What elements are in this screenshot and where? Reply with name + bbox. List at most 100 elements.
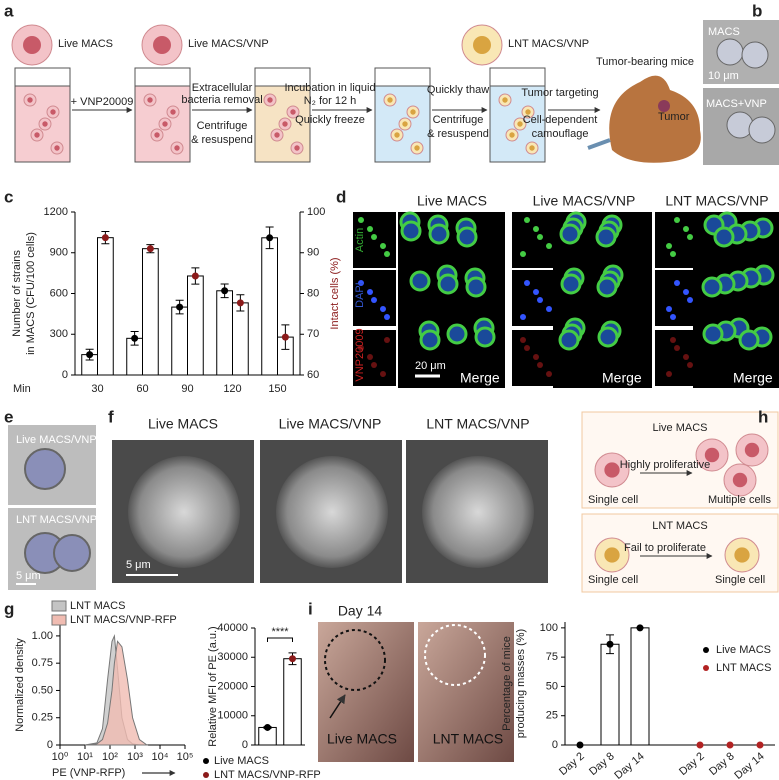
x-tick-label: 10⁰ xyxy=(52,751,69,763)
cell-image xyxy=(683,289,689,295)
label: Merge xyxy=(602,370,642,386)
annotation: **** xyxy=(271,626,289,638)
y-tick-label: 75 xyxy=(546,651,558,663)
bar xyxy=(261,237,278,376)
y2-tick-label: 90 xyxy=(307,247,319,259)
y-tick-label: 0 xyxy=(47,739,53,751)
bar xyxy=(630,627,650,746)
label: Merge xyxy=(733,370,773,386)
bar xyxy=(600,643,620,746)
cell-image xyxy=(559,223,581,245)
bar xyxy=(216,290,233,376)
nucleus xyxy=(502,97,508,103)
x-tick-label: Day 2 xyxy=(677,750,707,778)
cell-image xyxy=(702,323,724,345)
label: Quickly thaw xyxy=(427,84,489,96)
cell-image xyxy=(670,337,676,343)
nucleus xyxy=(23,36,41,54)
cell-image xyxy=(533,226,539,232)
sem-cell xyxy=(276,456,388,568)
label: Multiple cells xyxy=(708,494,771,506)
title: LNT MACS/VNP xyxy=(426,416,529,432)
cell-image xyxy=(533,354,539,360)
label: MACS+VNP xyxy=(706,98,767,110)
data-point xyxy=(266,234,274,242)
data-point xyxy=(86,351,94,359)
cell-image xyxy=(524,345,530,351)
cell-image xyxy=(687,297,693,303)
cell-image xyxy=(533,289,539,295)
nucleus xyxy=(387,97,393,103)
label: Quickly freeze xyxy=(295,114,365,126)
title: Live MACS/VNP xyxy=(533,193,636,209)
label: Live MACS xyxy=(58,38,113,50)
label: & resuspend xyxy=(191,134,253,146)
panel-letter: e xyxy=(4,407,13,426)
label: Fail to proliferate xyxy=(624,542,706,554)
cell-image xyxy=(748,116,776,144)
axis-title: producing masses (%) xyxy=(515,629,527,738)
legend-marker xyxy=(203,772,209,778)
data-point xyxy=(131,334,139,342)
cell-image xyxy=(687,234,693,240)
cell-image xyxy=(670,251,676,257)
cell-image xyxy=(520,251,526,257)
cell-image xyxy=(358,345,364,351)
x-tick-label: Day 2 xyxy=(557,750,587,778)
cell-image xyxy=(380,243,386,249)
nucleus xyxy=(529,145,535,151)
nucleus xyxy=(174,145,180,151)
cell-image xyxy=(419,329,441,351)
axis-title: in MACS (CFU/100 cells) xyxy=(25,232,37,355)
data-point xyxy=(101,234,109,242)
nucleus xyxy=(34,132,40,138)
channel-label: Actin xyxy=(354,228,366,252)
nucleus xyxy=(153,36,171,54)
label: Extracellular xyxy=(192,82,253,94)
data-point xyxy=(281,333,289,341)
bar xyxy=(187,275,204,376)
y-tick-label: 0.25 xyxy=(32,712,53,724)
nucleus xyxy=(267,97,273,103)
cell-image xyxy=(428,223,450,245)
title: Day 14 xyxy=(338,603,383,619)
y-tick-label: 30000 xyxy=(217,651,248,663)
legend-label: LNT MACS/VNP-RFP xyxy=(70,614,177,626)
legend-marker xyxy=(203,758,209,764)
scale-label: 5 μm xyxy=(16,570,41,582)
cell-image xyxy=(596,276,618,298)
nucleus xyxy=(274,132,280,138)
cell-image xyxy=(713,226,735,248)
legend-marker xyxy=(703,665,709,671)
cell-image xyxy=(409,270,431,292)
y-tick-label: 600 xyxy=(50,287,68,299)
panel-letter: g xyxy=(4,599,14,618)
y-tick-label: 0 xyxy=(62,369,68,381)
label: Live MACS/VNP xyxy=(16,434,97,446)
bar xyxy=(283,658,302,746)
density-area xyxy=(84,640,149,746)
y-tick-label: 50 xyxy=(546,680,558,692)
y-tick-label: 0 xyxy=(552,739,558,751)
nucleus xyxy=(282,121,288,127)
label: Live MACS xyxy=(327,731,397,747)
nucleus xyxy=(517,121,523,127)
cell-image xyxy=(380,371,386,377)
nucleus xyxy=(732,472,748,488)
label: Incubation in liquid xyxy=(284,82,375,94)
cell-image xyxy=(546,306,552,312)
label: Live MACS/VNP xyxy=(188,38,269,50)
cell-image xyxy=(358,280,364,286)
y-tick-label: 0.50 xyxy=(32,684,53,696)
photo xyxy=(318,622,414,762)
data-point xyxy=(726,741,734,749)
data-point xyxy=(191,272,199,280)
channel-label: VNP20009 xyxy=(354,328,366,381)
x-tick-label: 10⁵ xyxy=(177,751,194,763)
cell-image xyxy=(666,371,672,377)
legend-swatch xyxy=(51,614,67,626)
data-point xyxy=(606,640,614,648)
x-tick-label: 10⁴ xyxy=(152,751,169,763)
sem-cell xyxy=(422,456,534,568)
label: Single cell xyxy=(588,574,638,586)
